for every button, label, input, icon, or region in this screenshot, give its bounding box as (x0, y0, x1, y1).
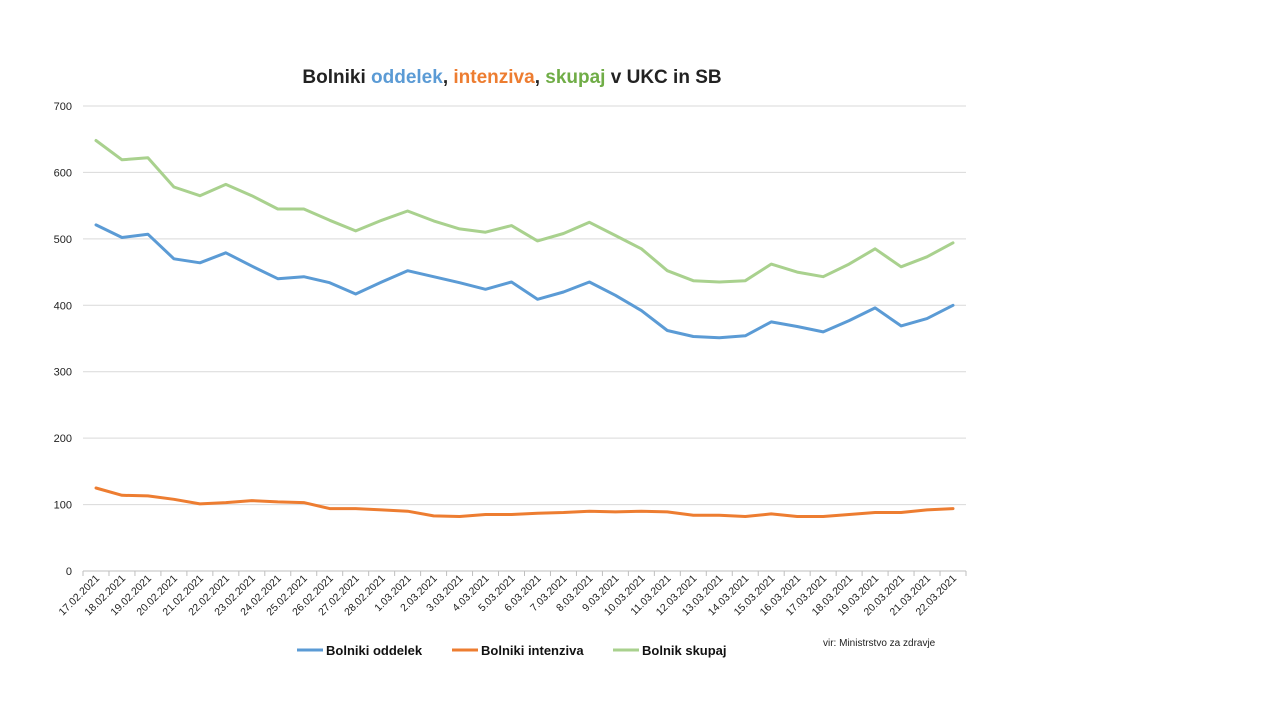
y-tick-label: 200 (54, 433, 72, 445)
title-part: intenziva (453, 67, 535, 88)
title-part: , (535, 67, 546, 88)
y-tick-label: 400 (54, 300, 72, 312)
title-part: Bolniki (302, 67, 371, 88)
series-line-3 (94, 139, 955, 284)
series-line-1 (94, 223, 955, 340)
legend-label: Bolniki intenziva (481, 643, 584, 658)
title-part: skupaj (545, 67, 605, 88)
chart-title: Bolniki oddelek, intenziva, skupaj v UKC… (302, 67, 721, 88)
legend: Bolniki oddelek Bolniki intenziva Bolnik s… (297, 643, 727, 658)
source-note: vir: Ministrstvo za zdravje (823, 638, 936, 649)
y-axis-ticks: 0 100 200 300 400 500 600 700 (54, 101, 72, 578)
y-tick-label: 0 (66, 566, 72, 578)
series-lines (94, 139, 955, 518)
title-part: oddelek (371, 67, 443, 88)
title-part: , (443, 67, 454, 88)
y-tick-label: 300 (54, 367, 72, 379)
x-axis-ticks: 17.02.202118.02.202119.02.202120.02.2021… (56, 571, 967, 618)
y-tick-label: 500 (54, 234, 72, 246)
legend-label: Bolniki oddelek (326, 643, 423, 658)
gridlines (83, 105, 966, 572)
legend-label: Bolnik skupaj (642, 643, 727, 658)
y-tick-label: 700 (54, 101, 72, 113)
y-tick-label: 600 (54, 167, 72, 179)
title-part: v UKC in SB (605, 67, 721, 88)
y-tick-label: 100 (54, 500, 72, 512)
series-line-2 (94, 486, 955, 518)
